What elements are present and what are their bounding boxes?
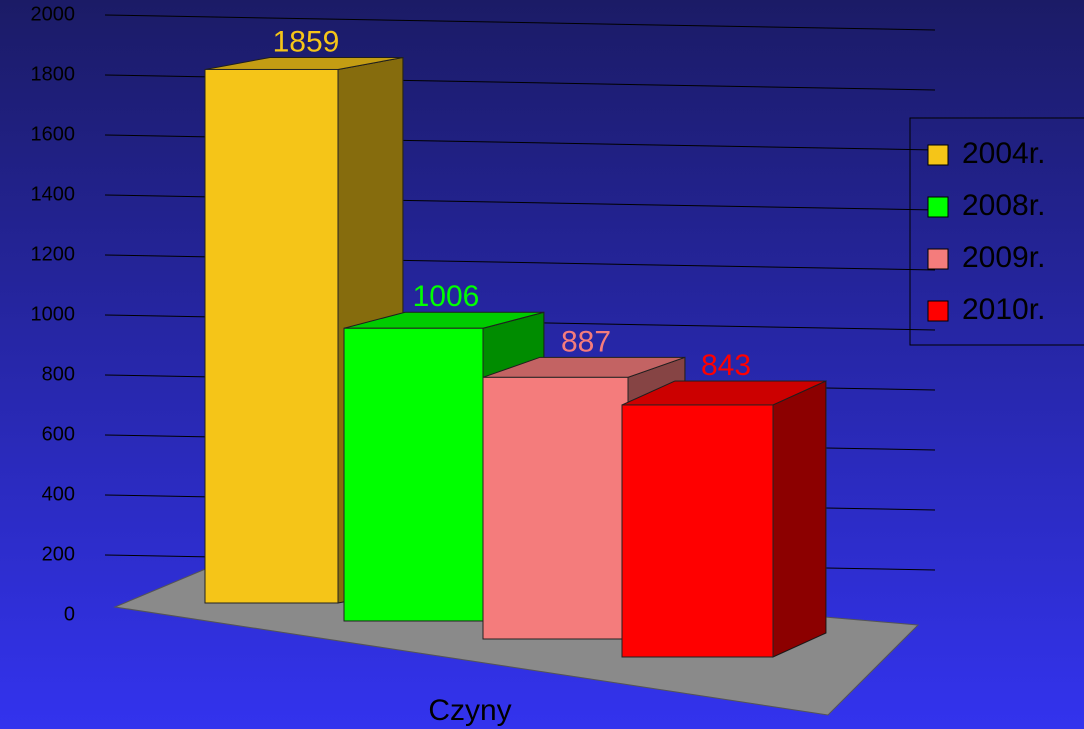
bar-top-shade <box>483 357 685 378</box>
legend-label: 2009r. <box>962 241 1045 274</box>
x-tick-label: Czyny <box>428 694 511 727</box>
bar-top-shade <box>622 380 826 405</box>
y-tick-label: 1400 <box>31 183 76 205</box>
legend-label: 2008r. <box>962 189 1045 222</box>
legend-label: 2004r. <box>962 137 1045 170</box>
legend-swatch <box>927 196 949 218</box>
y-tick-label: 1600 <box>31 123 76 145</box>
y-tick-label: 0 <box>64 603 75 625</box>
bar <box>482 376 629 640</box>
y-tick-label: 200 <box>42 543 75 565</box>
legend-swatch <box>927 248 949 270</box>
bar <box>204 68 339 604</box>
legend <box>909 117 1084 346</box>
y-tick-label: 1200 <box>31 243 76 265</box>
bar <box>621 404 774 658</box>
y-tick-label: 400 <box>42 483 75 505</box>
y-tick-label: 2000 <box>31 3 76 25</box>
bar-top-shade <box>344 312 544 329</box>
bar-side-shade <box>773 380 826 657</box>
legend-label: 2010r. <box>962 293 1045 326</box>
y-tick-label: 1800 <box>31 63 76 85</box>
data-label: 887 <box>561 325 611 358</box>
data-label: 1859 <box>273 25 340 58</box>
legend-swatch <box>927 144 949 166</box>
data-label: 843 <box>701 349 751 382</box>
grid-line <box>104 14 936 31</box>
bar <box>343 327 484 622</box>
bar-top-shade <box>205 57 403 70</box>
y-tick-label: 1000 <box>31 303 76 325</box>
y-tick-label: 600 <box>42 423 75 445</box>
data-label: 1006 <box>413 280 480 313</box>
y-tick-label: 800 <box>42 363 75 385</box>
legend-swatch <box>927 300 949 322</box>
